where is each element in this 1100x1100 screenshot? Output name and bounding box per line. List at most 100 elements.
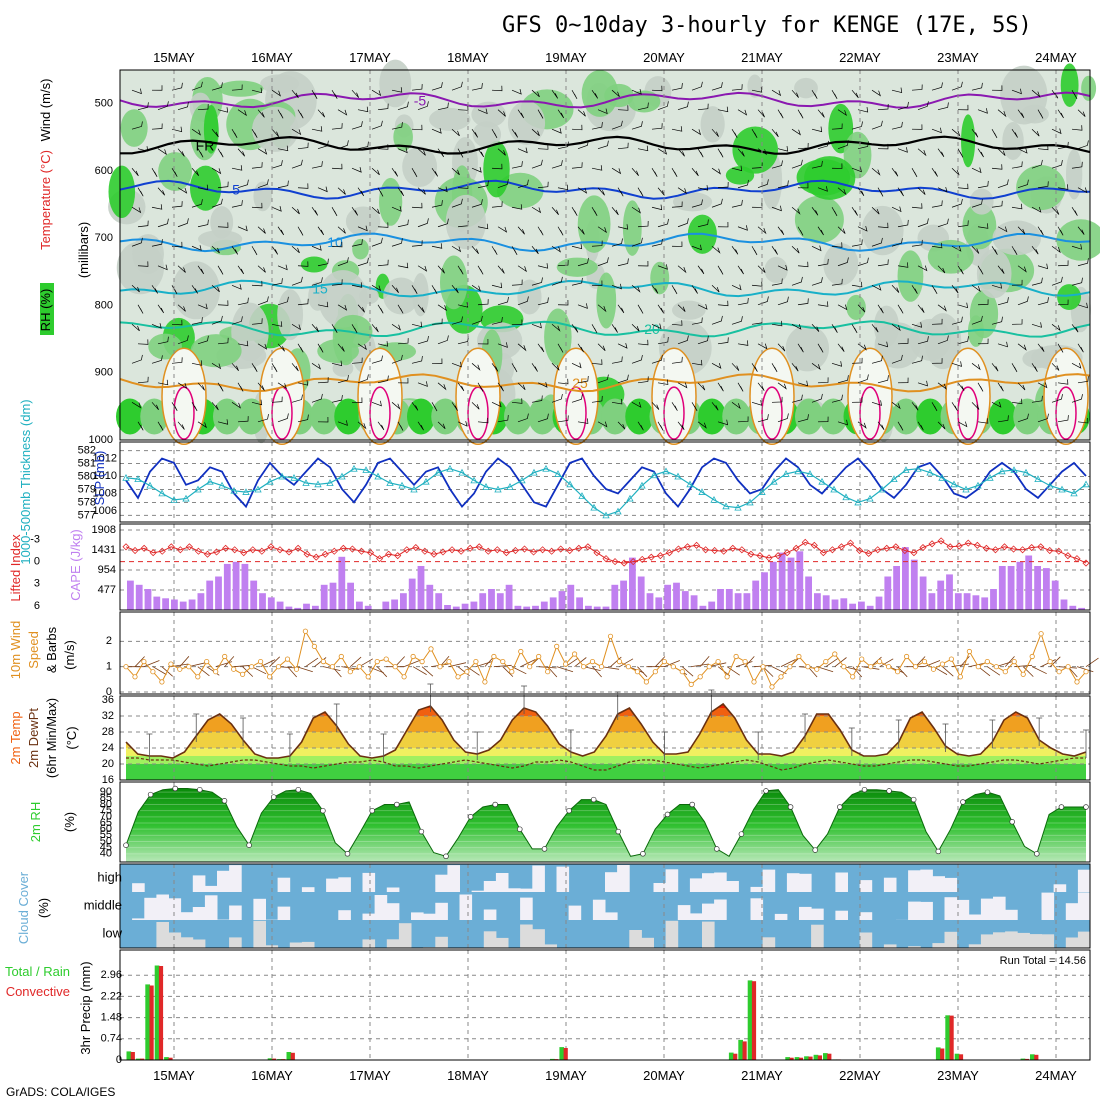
wind10-marker (760, 664, 766, 670)
rh-line (125, 788, 1086, 857)
chart-title: GFS 0~10day 3-hourly for KENGE (17E, 5S) (502, 13, 1032, 38)
wind-barb (1017, 296, 1029, 306)
wind-barb (917, 304, 925, 313)
wind10-barb (1076, 666, 1094, 673)
rh-patch (1002, 122, 1024, 160)
wind-barb (557, 109, 565, 119)
wind10-marker (589, 658, 596, 665)
cloud-block (932, 943, 945, 948)
li-marker (421, 547, 429, 555)
cape-bar (946, 574, 953, 610)
wind-barb (631, 402, 642, 408)
wind10-barb (188, 662, 206, 668)
wind-barb (677, 421, 685, 430)
thickness-marker (146, 481, 154, 489)
wind-barb (557, 343, 564, 353)
wind-barb (371, 237, 383, 247)
wind-barb (271, 246, 279, 255)
li-marker (575, 544, 583, 552)
wind10-marker (652, 669, 658, 675)
temp-tick: 36 (102, 694, 114, 706)
thickness-marker (278, 472, 286, 480)
rh-patch (819, 398, 848, 435)
wind-barb (517, 265, 527, 273)
wind-barb (457, 421, 468, 427)
precip-conv-bar (733, 1053, 738, 1060)
wind-barb (271, 89, 281, 97)
cape-bar (452, 606, 460, 610)
li-marker (231, 546, 239, 554)
li-marker (484, 547, 492, 555)
cape-bar (426, 584, 434, 610)
wind10-barb (206, 666, 220, 676)
wind-barb (1011, 161, 1023, 169)
cloud-block (144, 897, 157, 920)
wind10-marker (204, 658, 210, 665)
day-label-top: 23MAY (937, 50, 979, 65)
wind-barb (471, 199, 483, 208)
wind-barb (311, 324, 319, 333)
wind-barb (131, 88, 142, 95)
wind-barb (257, 226, 266, 234)
wind-barb (717, 221, 729, 228)
temp-contour-label: 20 (644, 321, 660, 337)
wind-barb (637, 304, 644, 314)
li-marker (647, 553, 655, 561)
wind10-barb (224, 656, 235, 667)
cape-bar (171, 599, 178, 610)
thickness-tick: 577 (78, 509, 96, 521)
li-marker (973, 541, 981, 549)
slp-thickness-panel: 57757857958058158210061008101010121000-5… (18, 399, 1091, 565)
wind-barb (791, 276, 803, 286)
temp-band (126, 716, 1086, 732)
wind-barb (637, 260, 649, 267)
wind-barb (1057, 343, 1064, 353)
wind-barb (971, 284, 981, 293)
wind-barb (1031, 246, 1039, 255)
thickness-marker (206, 477, 214, 485)
cloud-block (1077, 892, 1091, 920)
wind-barb (877, 375, 889, 384)
rh-patch (1060, 63, 1079, 108)
wind-barb (451, 198, 463, 208)
wind10-marker (688, 681, 694, 688)
wind-barb (871, 206, 880, 215)
wind-barb (797, 142, 809, 150)
cloud-block (168, 898, 182, 920)
thickness-marker (806, 470, 814, 477)
rh-patch (445, 194, 486, 250)
precip-conv-bar (1034, 1054, 1039, 1060)
wind-barb (1011, 398, 1023, 405)
wind-barb (397, 187, 405, 197)
wind10-marker (231, 666, 237, 672)
wind10-marker (742, 658, 748, 665)
wind-barb (871, 237, 883, 247)
wind-barb (431, 168, 439, 177)
wind-barb (231, 246, 239, 255)
wind-barb (377, 259, 389, 267)
rh-patch (976, 248, 1012, 299)
thickness-marker (650, 471, 658, 479)
wind-barb (877, 304, 884, 314)
wind-barb (791, 246, 800, 254)
rh-patch (260, 74, 300, 94)
precip-conv-label: Convective (6, 984, 70, 999)
wind-barb (331, 123, 343, 130)
slp-tick: 1012 (93, 452, 117, 464)
wind-barb (591, 395, 603, 403)
wind-barb (1051, 245, 1061, 254)
rh-patch (1065, 149, 1083, 200)
rh-marker (443, 853, 449, 860)
cloud-block (811, 908, 824, 920)
wind-barb (791, 89, 799, 98)
cloud-block (520, 897, 533, 920)
wind-barb (1057, 415, 1069, 423)
wind10-marker (356, 664, 362, 670)
li-marker (267, 543, 275, 551)
li-marker (683, 543, 692, 551)
wind-barb (777, 109, 784, 119)
wind10-marker (473, 658, 479, 665)
rh-patch (625, 398, 654, 435)
li-marker (964, 539, 972, 547)
wind-barb (951, 316, 963, 325)
